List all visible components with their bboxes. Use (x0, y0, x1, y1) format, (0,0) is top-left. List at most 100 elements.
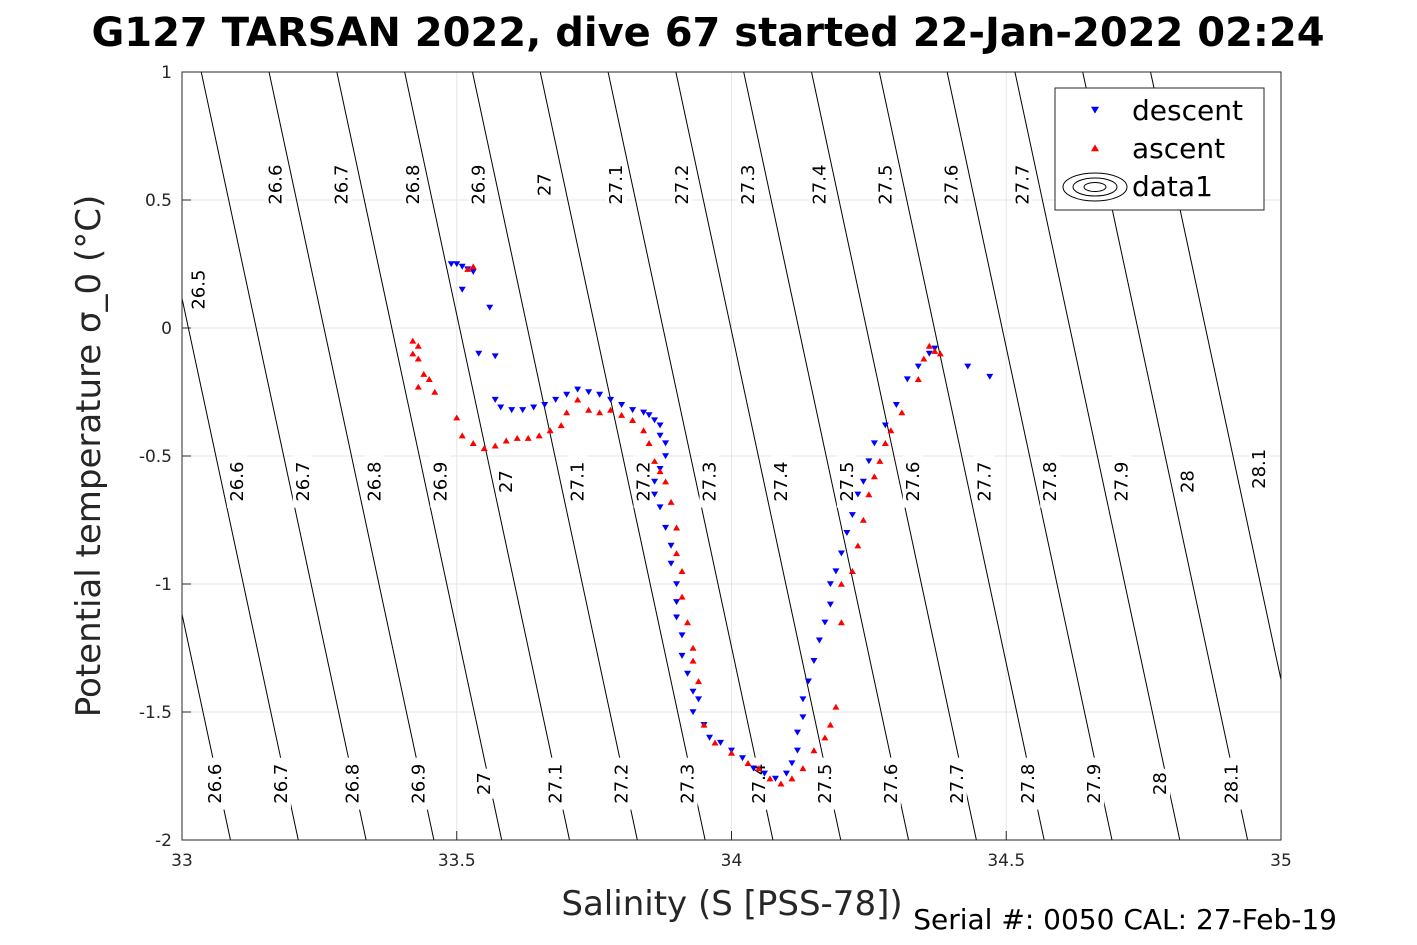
descent-point (832, 568, 840, 575)
ascent-point (502, 437, 510, 444)
isopycnal-label: 27.7 (1013, 165, 1034, 205)
isopycnal-label-bg (809, 158, 830, 211)
x-tick-label: 35 (1270, 851, 1292, 871)
isopycnal-label-bg (1084, 757, 1105, 810)
isopycnal-label-bg (331, 158, 352, 211)
isopycnal-label: 26.8 (342, 764, 363, 804)
ascent-point (629, 417, 637, 423)
isopycnal-label: 26.7 (271, 764, 292, 804)
ascent-point (728, 749, 735, 756)
descent-point (667, 542, 675, 549)
isopycnal-line (336, 72, 503, 840)
isopycnal-label: 27.7 (974, 462, 995, 502)
isopycnal-label-bg (270, 757, 291, 810)
isopycnal-label: 27.3 (700, 462, 721, 502)
descent-point (749, 765, 757, 772)
y-tick-label: 0 (161, 319, 172, 339)
isopycnal-label: 27.4 (771, 462, 792, 502)
legend-contour-icon (1062, 172, 1128, 202)
y-tick-label: -0.5 (139, 447, 172, 467)
isopycnal-label: 27 (474, 772, 495, 795)
descent-point (469, 268, 477, 275)
descent-point (497, 404, 505, 411)
isopycnal-line (182, 295, 299, 840)
isopycnal-label: 27 (496, 470, 517, 493)
isopycnal-label-bg (402, 158, 423, 211)
descent-point (607, 396, 615, 403)
ascent-point (645, 440, 653, 446)
ascent-point (409, 337, 417, 344)
ascent-point (574, 396, 582, 403)
x-tick-label: 33 (171, 851, 193, 871)
ascent-point (414, 383, 422, 390)
descent-series (447, 261, 994, 782)
descent-point (552, 396, 560, 403)
isopycnal-label-bg (1040, 455, 1061, 508)
descent-point (815, 637, 823, 644)
isopycnal-label: 26.7 (293, 462, 314, 502)
ascent-point (420, 370, 428, 377)
ascent-point (673, 524, 681, 531)
isopycnal-label: 27.3 (678, 764, 699, 804)
isopycnal-label: 26.9 (408, 764, 429, 804)
ascent-point (854, 542, 862, 549)
ascent-point (563, 409, 571, 416)
axis-ticks: 33 33.5 34 34.5 35 -2 -1.5 -1 -0.5 0 0.5 1 (139, 63, 1292, 871)
ascent-point (464, 265, 472, 272)
ascent-point (766, 775, 774, 782)
isopycnal-label: 27.2 (672, 165, 693, 205)
isopycnal-line (811, 72, 977, 840)
y-axis-label: Potential temperature σ_0 (°C) (69, 195, 109, 718)
ascent-point (887, 427, 895, 434)
y-tick-label: -2 (155, 831, 172, 851)
ascent-point (414, 355, 422, 362)
isopycnal-label-bg (545, 757, 566, 810)
descent-point (563, 391, 571, 398)
descent-point (826, 601, 834, 608)
isopycnal-label-bg (1018, 757, 1039, 810)
chart-title: G127 TARSAN 2022, dive 67 started 22-Jan… (91, 10, 1324, 56)
isopycnal-label-bg (1150, 768, 1171, 799)
ascent-point (832, 703, 840, 710)
isopycnal-label-bg (814, 757, 835, 810)
isopycnal-label: 26.6 (205, 764, 226, 804)
isopycnal-line (182, 611, 231, 840)
isopycnal-label: 27.8 (1040, 462, 1061, 502)
isopycnal-line (268, 72, 435, 840)
descent-point (684, 670, 692, 677)
ascent-point (618, 411, 626, 418)
isopycnal-line (607, 72, 774, 840)
ascent-point (695, 678, 703, 685)
x-tick-label: 34.5 (987, 851, 1025, 871)
isopycnal-label-bg (188, 263, 209, 316)
ascent-point (524, 434, 532, 441)
isopycnal-label: 27.5 (837, 462, 858, 502)
ascent-point (744, 760, 752, 766)
descent-point (870, 440, 878, 447)
isopycnal-label: 27.6 (903, 462, 924, 502)
isopycnal-label: 27.2 (612, 764, 633, 804)
isopycnal-line (675, 72, 842, 840)
descent-point (673, 599, 681, 606)
isopycnal-label: 27.1 (606, 165, 627, 205)
ascent-point (837, 580, 845, 587)
ascent-point (678, 568, 686, 574)
descent-point (519, 407, 527, 414)
isopycnal-line (946, 72, 1113, 840)
y-tick-label: -1 (155, 575, 172, 595)
isopycnal-label-bg (875, 158, 896, 211)
ascent-point (848, 568, 856, 574)
descent-point (689, 709, 697, 716)
descent-point (903, 376, 911, 383)
descent-point (541, 402, 549, 408)
descent-point (848, 512, 856, 519)
ascent-legend-triangle (1091, 144, 1099, 152)
isopycnal-line (404, 72, 570, 840)
isopycnal-line (743, 72, 910, 840)
x-tick-label: 34 (721, 851, 743, 871)
ascent-point (865, 491, 873, 498)
isopycnal-label-bg (1249, 442, 1270, 495)
ascent-point (870, 473, 878, 480)
descent-point (854, 491, 862, 498)
descent-point (585, 389, 593, 396)
